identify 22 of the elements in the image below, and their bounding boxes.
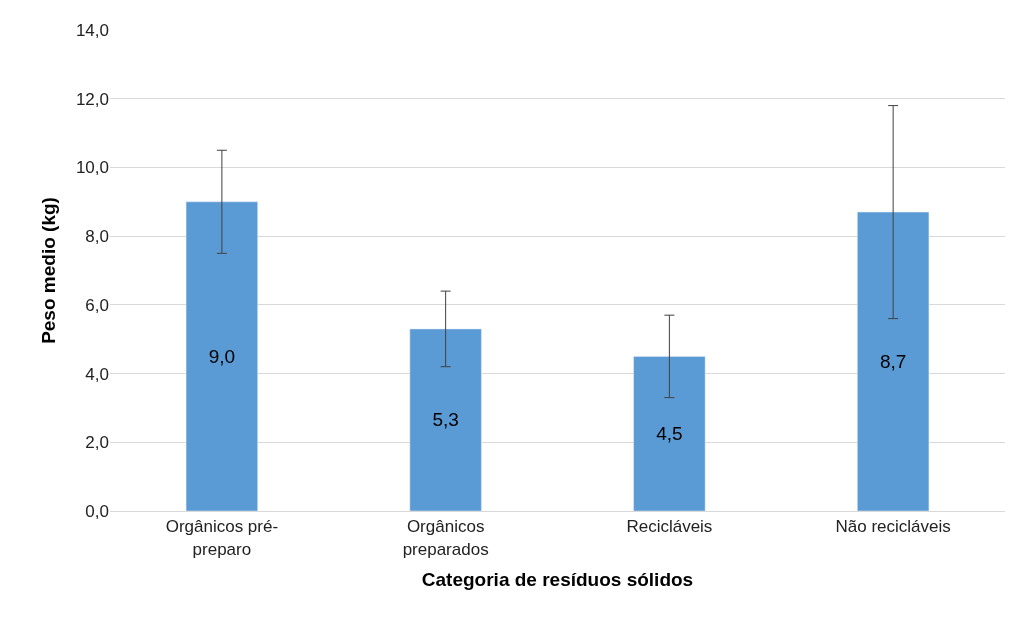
data-label: 9,0: [208, 345, 236, 367]
x-axis-title: Categoria de resíduos sólidos: [421, 569, 694, 591]
x-tick-label: Orgânicos preparados: [402, 517, 489, 559]
bar: [409, 328, 482, 511]
bar: [633, 356, 706, 511]
bar: [857, 211, 930, 511]
y-tick-label: 12,0: [75, 89, 109, 109]
y-axis-title: Peso medio (kg): [37, 197, 59, 344]
x-tick-label: Orgânicos pré-preparo: [165, 517, 279, 559]
y-tick-label: 14,0: [75, 20, 109, 40]
y-tick-label: 6,0: [85, 295, 109, 315]
y-tick-label: 2,0: [85, 433, 109, 453]
data-label: 8,7: [879, 351, 907, 373]
x-tick-label: Não recicláveis: [835, 517, 951, 537]
y-tick-label: 10,0: [75, 158, 109, 178]
data-label: 4,5: [656, 423, 683, 445]
data-label: 5,3: [432, 409, 459, 431]
bar: [185, 201, 258, 511]
x-tick-label: Recicláveis: [626, 517, 713, 537]
y-tick-label: 4,0: [85, 364, 109, 384]
y-tick-label: 8,0: [85, 227, 109, 247]
y-tick-label: 0,0: [85, 501, 109, 521]
